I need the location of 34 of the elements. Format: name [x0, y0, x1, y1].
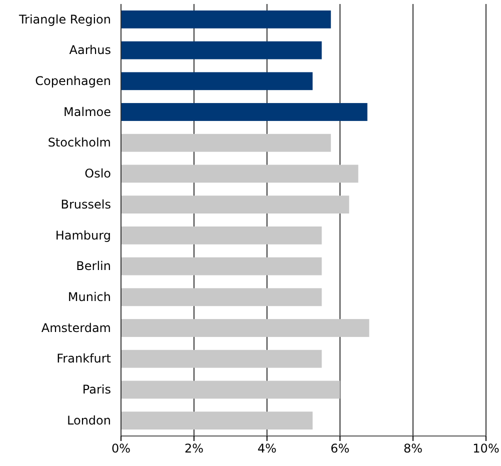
bar	[121, 380, 340, 399]
x-tick-label: 10%	[472, 442, 500, 456]
y-tick-label: Amsterdam	[41, 320, 111, 335]
y-tick-label: Malmoe	[64, 104, 111, 119]
x-tick-label: 0%	[111, 442, 131, 456]
bar	[121, 319, 370, 337]
y-tick-label: Stockholm	[48, 136, 111, 150]
y-tick-label: Berlin	[76, 259, 111, 274]
y-tick-label: Copenhagen	[35, 74, 111, 88]
bar	[121, 412, 313, 430]
x-tick-label: 6%	[330, 442, 350, 456]
bar	[121, 72, 313, 90]
bar	[121, 41, 322, 60]
bar	[121, 257, 322, 276]
bar	[121, 103, 368, 121]
bar	[121, 134, 331, 152]
y-tick-label: Triangle Region	[18, 12, 111, 26]
y-tick-label: Paris	[82, 382, 111, 397]
x-tick-label: 4%	[257, 442, 277, 456]
x-tick-label: 2%	[184, 442, 204, 456]
y-tick-label: Frankfurt	[56, 352, 112, 366]
y-tick-label: Hamburg	[55, 228, 111, 242]
y-tick-label: Munich	[68, 290, 111, 304]
bar	[121, 196, 350, 214]
x-tick-label: 8%	[403, 442, 423, 456]
bar	[121, 10, 331, 28]
bar	[121, 288, 322, 306]
bar	[121, 226, 322, 244]
bar	[121, 350, 322, 368]
y-tick-label: Oslo	[84, 166, 111, 181]
y-tick-label: London	[67, 413, 111, 428]
y-tick-label: Brussels	[60, 197, 111, 212]
y-tick-label: Aarhus	[69, 43, 111, 58]
bar	[121, 164, 358, 183]
